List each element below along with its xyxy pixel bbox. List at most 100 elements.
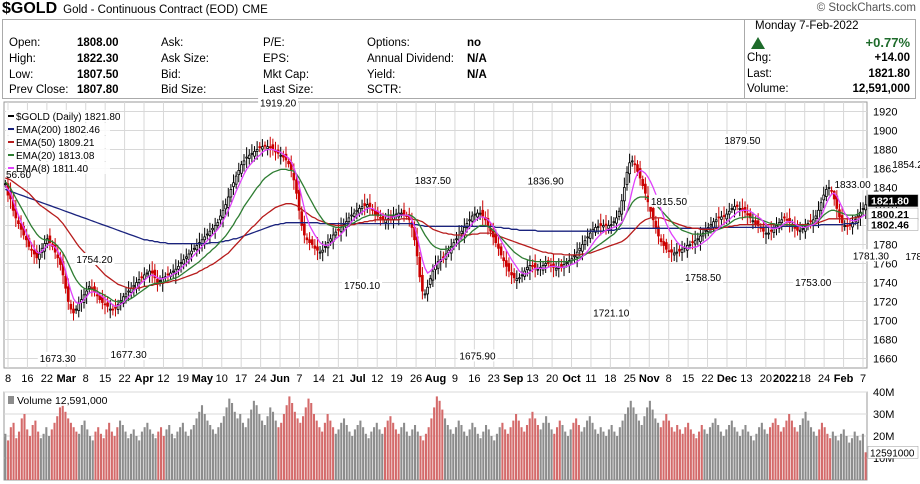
- volume-bar: [525, 425, 529, 480]
- volume-bar: [520, 427, 523, 480]
- candle-down: [66, 286, 70, 302]
- annotation-bg: [832, 178, 873, 191]
- candle-down: [19, 223, 23, 230]
- candle-down: [166, 273, 170, 276]
- x-tick-label: 24: [818, 373, 830, 385]
- candle-down: [156, 278, 159, 283]
- volume-bar: [310, 403, 313, 480]
- candle-down: [670, 249, 673, 253]
- volume-bar: [75, 431, 78, 480]
- candle-down: [678, 248, 681, 252]
- candle-down: [379, 217, 382, 219]
- volume-bar: [711, 422, 714, 480]
- volume-bar: [706, 433, 709, 480]
- yield-label: Yield:: [367, 69, 396, 81]
- volume-bar: [468, 429, 471, 480]
- volume-bar: [583, 427, 586, 480]
- price-tick-label: 1760: [873, 259, 897, 271]
- volume-bar: [667, 420, 671, 480]
- volume-bar: [140, 431, 143, 480]
- last-label: Last:: [747, 68, 772, 80]
- candle-down: [486, 217, 490, 226]
- legend-bg: [6, 136, 110, 148]
- candle-up: [350, 214, 353, 217]
- volume-bar: [446, 425, 449, 480]
- volume-bar: [132, 429, 135, 480]
- volume-bar: [190, 429, 193, 480]
- volume-bar: [83, 420, 86, 480]
- candle-down: [691, 241, 694, 244]
- price-chart[interactable]: 1660168017001720174017601780180018201840…: [0, 98, 920, 388]
- volume-bar: [848, 442, 851, 480]
- volume-bar: [618, 427, 621, 480]
- volume-bar: [7, 440, 10, 480]
- symbol-label[interactable]: $GOLD: [2, 0, 58, 17]
- candle-up: [607, 225, 610, 229]
- volume-bar: [151, 433, 154, 480]
- volume-bar: [105, 429, 108, 480]
- volume-bar: [332, 427, 335, 480]
- candle-up: [675, 251, 679, 254]
- volume-bar: [34, 420, 37, 480]
- price-tick-label: 1780: [873, 240, 897, 252]
- volume-bar: [782, 427, 785, 480]
- candle-down: [654, 220, 658, 229]
- candle-up: [247, 154, 251, 159]
- candle-up: [255, 149, 259, 152]
- annotation-bg: [37, 351, 78, 364]
- volume-bar: [760, 422, 763, 480]
- volume-bar: [796, 431, 799, 480]
- volume-bar: [594, 429, 597, 480]
- volume-bar: [654, 418, 657, 480]
- volume-legend: Volume 12,591,000: [17, 395, 108, 407]
- volume-bar: [441, 409, 444, 480]
- candle-up: [116, 303, 120, 310]
- volume-bar: [299, 422, 302, 480]
- volume-bar: [703, 429, 706, 480]
- legend-bg: [6, 149, 110, 161]
- volume-bar: [676, 425, 679, 480]
- last-price-tag: 1821.80: [871, 196, 909, 208]
- change-panel: Monday 7-Feb-2022 +0.77% Chg: +14.00 Las…: [744, 19, 916, 99]
- candle-down: [103, 303, 107, 306]
- chg-value: +14.00: [874, 52, 911, 64]
- volume-bar: [403, 422, 406, 480]
- candle-up: [767, 232, 770, 235]
- candle-up: [229, 189, 233, 198]
- candle-up: [544, 263, 547, 266]
- candle-down: [832, 190, 836, 200]
- candle-up: [205, 233, 209, 236]
- candle-up: [179, 262, 183, 264]
- volume-bar: [487, 429, 490, 480]
- x-tick-label: 12: [371, 373, 383, 385]
- candle-up: [772, 227, 776, 234]
- prev-close-value: 1807.80: [77, 84, 119, 96]
- candle-up: [74, 308, 78, 311]
- volume-bar: [4, 433, 7, 480]
- high-value: 1822.30: [77, 53, 119, 65]
- candle-up: [751, 220, 755, 223]
- volume-bar: [261, 420, 264, 480]
- volume-bar: [102, 438, 105, 480]
- candle-up: [245, 156, 248, 159]
- candle-up: [352, 212, 356, 217]
- candle-down: [494, 233, 498, 244]
- volume-bar: [484, 425, 488, 480]
- volume-bar: [378, 429, 381, 480]
- low-value: 1807.50: [77, 69, 119, 81]
- x-tick-label: 15: [682, 373, 694, 385]
- annotation-bg: [412, 173, 453, 186]
- candle-down: [150, 270, 154, 274]
- volume-bar: [408, 436, 411, 480]
- volume-bar: [56, 416, 59, 480]
- volume-bar: [329, 420, 332, 480]
- quote-panel: Open: High: Low: Prev Close: 1808.00 182…: [2, 19, 916, 99]
- candle-down: [64, 275, 67, 289]
- candle-up: [578, 247, 582, 252]
- volume-bar: [640, 425, 643, 480]
- candle-up: [355, 209, 359, 213]
- brand-watermark[interactable]: © StockCharts.com: [816, 2, 916, 14]
- volume-bar: [769, 427, 772, 480]
